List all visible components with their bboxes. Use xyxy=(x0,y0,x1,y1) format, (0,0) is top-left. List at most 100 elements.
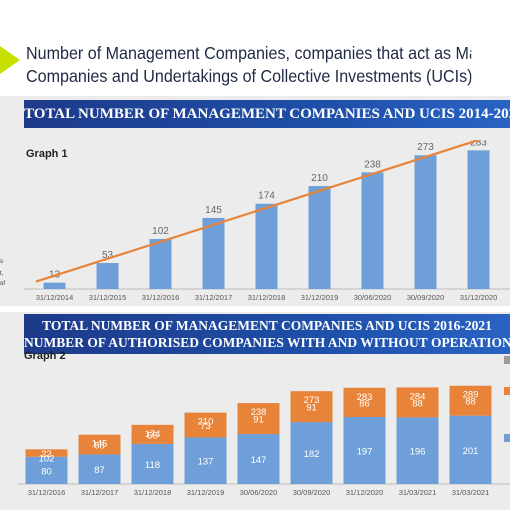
graph2-value-orange: 22 xyxy=(41,449,52,460)
graph2-bar-orange xyxy=(78,434,121,455)
graph2-bar-orange xyxy=(184,412,227,438)
graph2-banner-line-2: NUMBER OF AUTHORISED COMPANIES WITH AND … xyxy=(24,335,510,350)
graph2-value-blue: 118 xyxy=(145,460,160,471)
graph1-tick-label: 30/06/2020 xyxy=(354,293,392,302)
graph2-tick-label: 31/03/2021 xyxy=(399,488,437,497)
graph1-bar xyxy=(149,239,172,289)
graph2-bar-blue xyxy=(290,422,333,484)
graph2-value-orange: 73 xyxy=(200,421,211,432)
graph2-bar-blue xyxy=(343,417,386,484)
graph2-bar-blue xyxy=(237,434,280,484)
graph1-trend-line xyxy=(35,140,483,283)
graph2-tick-label: 30/06/2020 xyxy=(240,488,278,497)
graph2-value-blue: 80 xyxy=(41,466,52,477)
graph2-value-blue: 87 xyxy=(94,465,105,476)
graph2-value-orange: 88 xyxy=(465,397,476,408)
graph2-chart: 802210231/12/2016875814531/12/2017118561… xyxy=(18,356,510,497)
graph1-tick-label: 30/09/2020 xyxy=(407,293,445,302)
graph2-bar-blue xyxy=(184,437,227,484)
graph1-tick-label: 31/12/2018 xyxy=(248,293,286,302)
graph2-value-blue: 182 xyxy=(304,449,320,460)
graph2-total-label: 283 xyxy=(357,392,373,403)
graph2-tick-label: 31/12/2016 xyxy=(28,488,66,497)
graph2-value-blue: 196 xyxy=(410,447,426,458)
graph1-bar xyxy=(308,186,331,289)
graph1-tick-label: 31/12/2015 xyxy=(89,293,127,302)
graph1-value-label: 145 xyxy=(205,205,222,216)
graph2-bar-blue xyxy=(449,415,492,484)
graph2-bar-orange xyxy=(25,449,68,457)
graph2-value-orange: 91 xyxy=(306,403,317,414)
graph2-total-label: 289 xyxy=(463,390,479,401)
graph2-tick-label: 31/03/2021 xyxy=(452,488,490,497)
graph2-label: Graph 2 xyxy=(24,350,66,362)
graph2-total-label: 102 xyxy=(39,453,55,464)
graph2-bar-orange xyxy=(237,403,280,435)
graph2-tick-label: 30/09/2020 xyxy=(293,488,331,497)
graph2-tick-label: 31/12/2018 xyxy=(134,488,172,497)
side-fragment-3: of xyxy=(0,281,6,287)
graph1-chart: 1331/12/20145331/12/201510231/12/2016145… xyxy=(24,140,510,302)
graph2-tick-label: 31/12/2020 xyxy=(346,488,384,497)
graph2-bar-orange xyxy=(343,387,386,418)
graph2-legend-blue-swatch xyxy=(504,434,510,442)
graph2-legend-orange-swatch xyxy=(504,387,510,395)
graph2-bar-orange xyxy=(290,391,333,423)
graph1-tick-label: 31/12/2019 xyxy=(301,293,339,302)
graph2-value-orange: 86 xyxy=(359,398,370,409)
graph1-value-label: 283 xyxy=(470,140,487,148)
graph2-banner-line-1: TOTAL NUMBER OF MANAGEMENT COMPANIES AND… xyxy=(42,318,492,333)
graph2-tick-label: 31/12/2019 xyxy=(187,488,225,497)
graph2-total-label: 284 xyxy=(410,391,426,402)
graph2-value-blue: 197 xyxy=(357,447,373,458)
graph2-total-label: 174 xyxy=(145,429,161,440)
graph2-bar-orange xyxy=(131,424,174,444)
graph2-bar-orange xyxy=(449,385,492,416)
graph2-bar-blue xyxy=(396,417,439,484)
arrow-icon xyxy=(0,46,20,74)
graph2-bar-blue xyxy=(131,443,174,484)
graph1-banner-text: TOTAL NUMBER OF MANAGEMENT COMPANIES AND… xyxy=(24,106,510,122)
graph2-value-orange: 88 xyxy=(412,398,423,409)
graph1-tick-label: 31/12/2017 xyxy=(195,293,233,302)
heading-line-2: Companies and Undertakings of Collective… xyxy=(26,66,472,86)
graph1-value-label: 53 xyxy=(102,250,114,261)
graph1-bar xyxy=(255,203,278,289)
heading-line-1: Number of Management Companies, companie… xyxy=(26,43,471,63)
graph2-total-label: 145 xyxy=(92,439,108,450)
graph1-tick-label: 31/12/2016 xyxy=(142,293,180,302)
graph1-bar xyxy=(96,263,119,289)
graph2-value-blue: 137 xyxy=(198,457,214,468)
graph1-bar xyxy=(414,155,437,289)
graph1-banner: TOTAL NUMBER OF MANAGEMENT COMPANIES AND… xyxy=(24,100,510,128)
graph2-banner: TOTAL NUMBER OF MANAGEMENT COMPANIES AND… xyxy=(24,314,510,354)
graph2-value-orange: 91 xyxy=(253,415,264,426)
graph1-bar xyxy=(467,150,490,289)
graph1-bar xyxy=(361,172,384,289)
graph1-tick-label: 31/12/2014 xyxy=(36,293,74,302)
graph2-total-label: 210 xyxy=(198,417,214,428)
graph2-bar-blue xyxy=(25,456,68,484)
graph2-bar-orange xyxy=(396,387,439,418)
graph2-value-orange: 58 xyxy=(94,441,105,452)
graph1-label: Graph 1 xyxy=(26,148,68,160)
graph1-value-label: 174 xyxy=(258,191,275,202)
graph2-total-label: 273 xyxy=(304,395,320,406)
graph1-bar xyxy=(202,217,225,289)
page-heading: Number of Management Companies, companie… xyxy=(26,42,471,88)
graph1-value-label: 273 xyxy=(417,142,434,153)
graph2-tick-label: 31/12/2017 xyxy=(81,488,119,497)
graph2-bar-blue xyxy=(78,454,121,484)
top-strip xyxy=(0,0,510,36)
graph2-legend-gray-swatch xyxy=(504,356,510,364)
graph1-value-label: 210 xyxy=(311,173,328,184)
graph1-value-label: 102 xyxy=(152,226,169,237)
graph2-total-label: 238 xyxy=(251,407,267,418)
graph1-tick-label: 31/12/2020 xyxy=(460,293,498,302)
graph1-bar xyxy=(43,282,66,289)
graph2-value-orange: 56 xyxy=(147,430,158,441)
side-fragment-2: t, xyxy=(0,271,4,277)
side-fragment-1: s xyxy=(0,259,3,265)
graph2-value-blue: 147 xyxy=(251,455,267,466)
graph1-value-label: 238 xyxy=(364,159,381,170)
